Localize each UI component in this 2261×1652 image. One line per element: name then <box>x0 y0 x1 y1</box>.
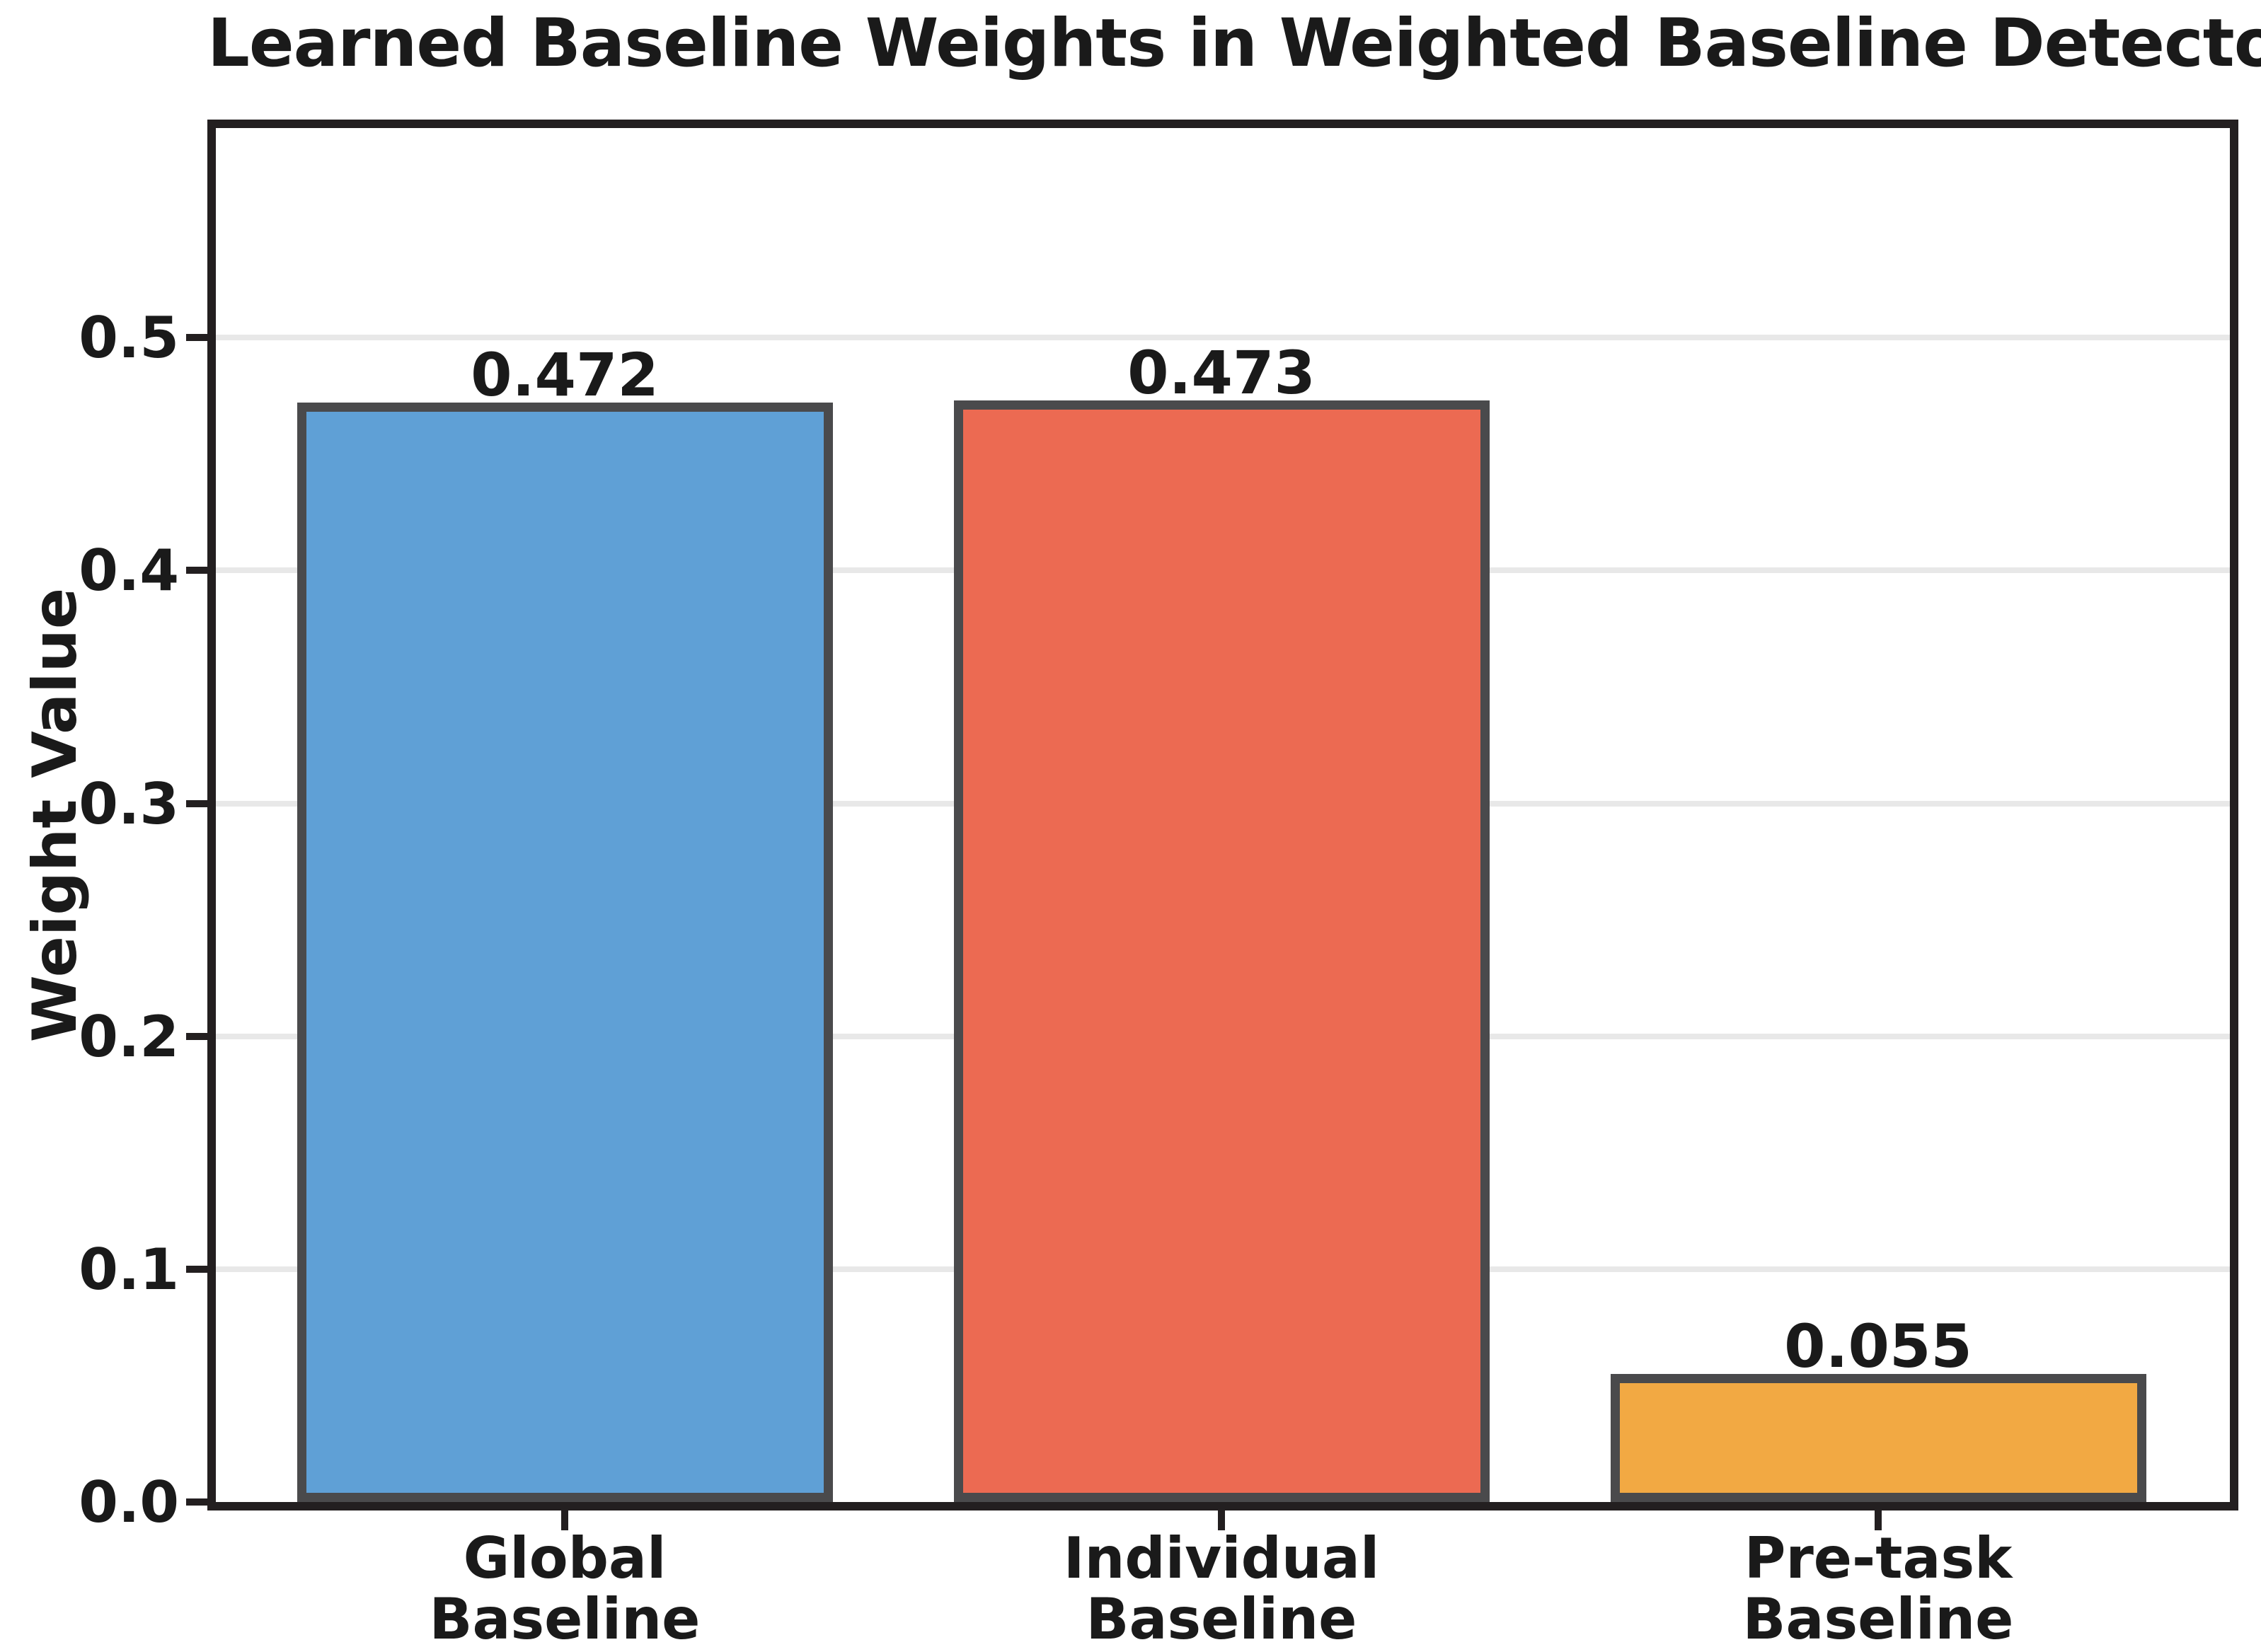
bar-individual <box>953 400 1490 1502</box>
y-tick-mark-0.1 <box>186 1265 207 1273</box>
bar-global <box>297 403 833 1502</box>
bar-value-label-pre-task: 0.055 <box>1784 1312 1972 1381</box>
x-tick-mark-global <box>561 1511 568 1530</box>
bar-value-label-individual: 0.473 <box>1127 338 1316 408</box>
y-tick-mark-0.2 <box>186 1032 207 1040</box>
y-tick-mark-0.4 <box>186 567 207 574</box>
y-tick-label-0.5: 0.5 <box>79 305 179 371</box>
bar-pre-task <box>1610 1374 2146 1502</box>
chart-title: Learned Baseline Weights in Weighted Bas… <box>207 5 2261 82</box>
y-tick-label-0.1: 0.1 <box>79 1236 179 1302</box>
x-tick-label-pre-task: Pre-task Baseline <box>1742 1525 2014 1652</box>
x-tick-mark-pre-task <box>1875 1511 1882 1530</box>
gridline-y-0.5 <box>216 335 2230 341</box>
x-tick-mark-individual <box>1218 1511 1225 1530</box>
y-tick-mark-0.0 <box>186 1498 207 1506</box>
y-tick-label-0.3: 0.3 <box>79 770 179 837</box>
y-tick-label-0.2: 0.2 <box>79 1003 179 1070</box>
bar-value-label-global: 0.472 <box>471 340 659 410</box>
x-tick-label-individual: Individual Baseline <box>1063 1525 1380 1652</box>
y-tick-label-0.0: 0.0 <box>79 1469 179 1535</box>
plot-area: 0.472 0.473 0.055 <box>207 120 2238 1511</box>
y-tick-mark-0.5 <box>186 334 207 342</box>
y-tick-label-0.4: 0.4 <box>79 538 179 604</box>
y-tick-mark-0.3 <box>186 799 207 807</box>
x-tick-label-global: Global Baseline <box>429 1525 701 1652</box>
